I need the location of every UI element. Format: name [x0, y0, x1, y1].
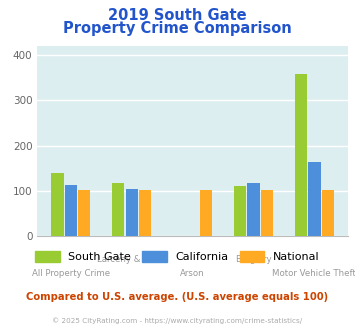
Bar [295, 74, 307, 236]
Bar [261, 190, 273, 236]
Text: Motor Vehicle Theft: Motor Vehicle Theft [273, 269, 355, 278]
Bar [247, 183, 260, 236]
Text: All Property Crime: All Property Crime [32, 269, 110, 278]
Legend: South Gate, California, National: South Gate, California, National [31, 247, 324, 267]
Text: Property Crime Comparison: Property Crime Comparison [63, 21, 292, 36]
Bar [308, 162, 321, 236]
Bar [200, 190, 212, 236]
Text: Compared to U.S. average. (U.S. average equals 100): Compared to U.S. average. (U.S. average … [26, 292, 329, 302]
Text: Burglary: Burglary [235, 255, 272, 264]
Bar [112, 183, 125, 236]
Text: Arson: Arson [180, 269, 205, 278]
Bar [139, 190, 151, 236]
Bar [78, 190, 90, 236]
Bar [322, 190, 334, 236]
Bar [65, 185, 77, 236]
Text: Larceny & Theft: Larceny & Theft [97, 255, 166, 264]
Bar [126, 188, 138, 236]
Bar [51, 173, 64, 236]
Text: © 2025 CityRating.com - https://www.cityrating.com/crime-statistics/: © 2025 CityRating.com - https://www.city… [53, 317, 302, 324]
Bar [234, 186, 246, 236]
Text: 2019 South Gate: 2019 South Gate [108, 8, 247, 23]
